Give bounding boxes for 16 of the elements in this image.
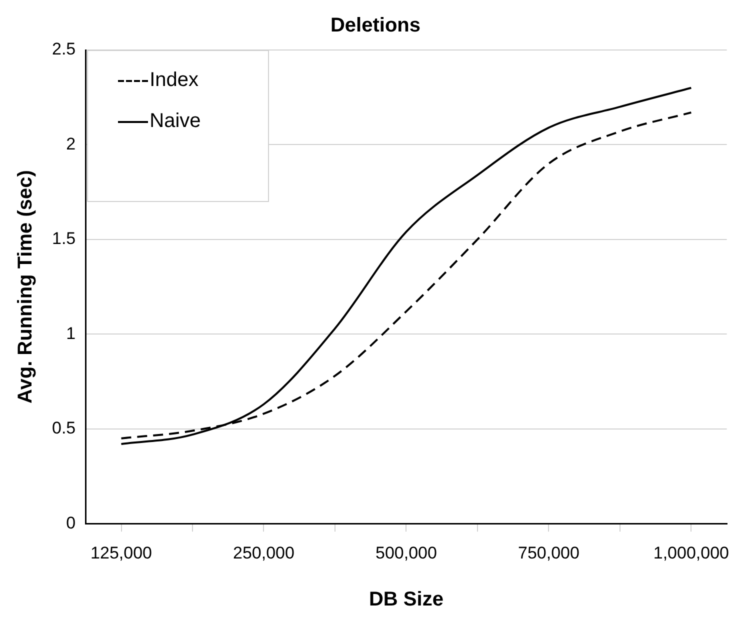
x-axis-title: DB Size — [368, 588, 444, 611]
legend-label: Index — [150, 69, 199, 92]
legend-label: Naive — [150, 110, 201, 133]
y-tick-label: 0 — [66, 513, 76, 532]
y-tick-label: 0.5 — [52, 418, 76, 438]
y-axis-title: Avg. Running Time (sec) — [14, 170, 37, 404]
x-tick-label: 1,000,000 — [653, 543, 730, 562]
x-tick-label: 250,000 — [233, 543, 294, 562]
y-tick-label: 2 — [66, 134, 76, 154]
y-tick-label: 2.5 — [52, 40, 76, 59]
x-tick-label: 125,000 — [90, 543, 152, 562]
x-tick-label: 750,000 — [518, 543, 580, 562]
y-tick-label: 1 — [66, 324, 76, 343]
x-tick-label: 500,000 — [375, 543, 437, 562]
chart-title: Deletions — [330, 14, 421, 37]
y-tick-label: 1.5 — [52, 229, 76, 248]
